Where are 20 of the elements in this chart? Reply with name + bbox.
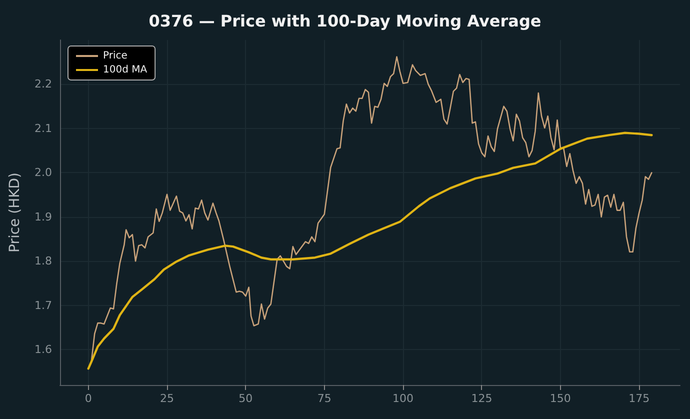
x-tick-label: 100 xyxy=(392,392,414,405)
x-tick-label: 125 xyxy=(471,392,492,405)
x-tick-label: 50 xyxy=(238,392,253,405)
y-tick-label: 1.8 xyxy=(34,254,52,268)
y-tick-label: 2.0 xyxy=(34,166,52,180)
x-tick-label: 25 xyxy=(160,392,174,405)
y-axis-title: Price (HKD) xyxy=(7,172,23,253)
y-tick-label: 2.1 xyxy=(34,122,52,135)
chart-title: 0376 — Price with 100-Day Moving Average xyxy=(148,12,542,30)
x-tick-label: 0 xyxy=(84,392,92,405)
x-tick-label: 175 xyxy=(628,392,650,405)
legend-label: 100d MA xyxy=(103,64,148,76)
y-tick-label: 2.2 xyxy=(34,78,52,91)
x-tick-label: 150 xyxy=(550,392,571,405)
y-tick-label: 1.7 xyxy=(34,298,52,312)
line-series xyxy=(87,132,653,370)
y-tick-label: 1.6 xyxy=(34,343,52,356)
legend-label: Price xyxy=(103,50,128,62)
x-tick-label: 75 xyxy=(317,392,332,405)
y-tick-label: 1.9 xyxy=(34,210,52,224)
